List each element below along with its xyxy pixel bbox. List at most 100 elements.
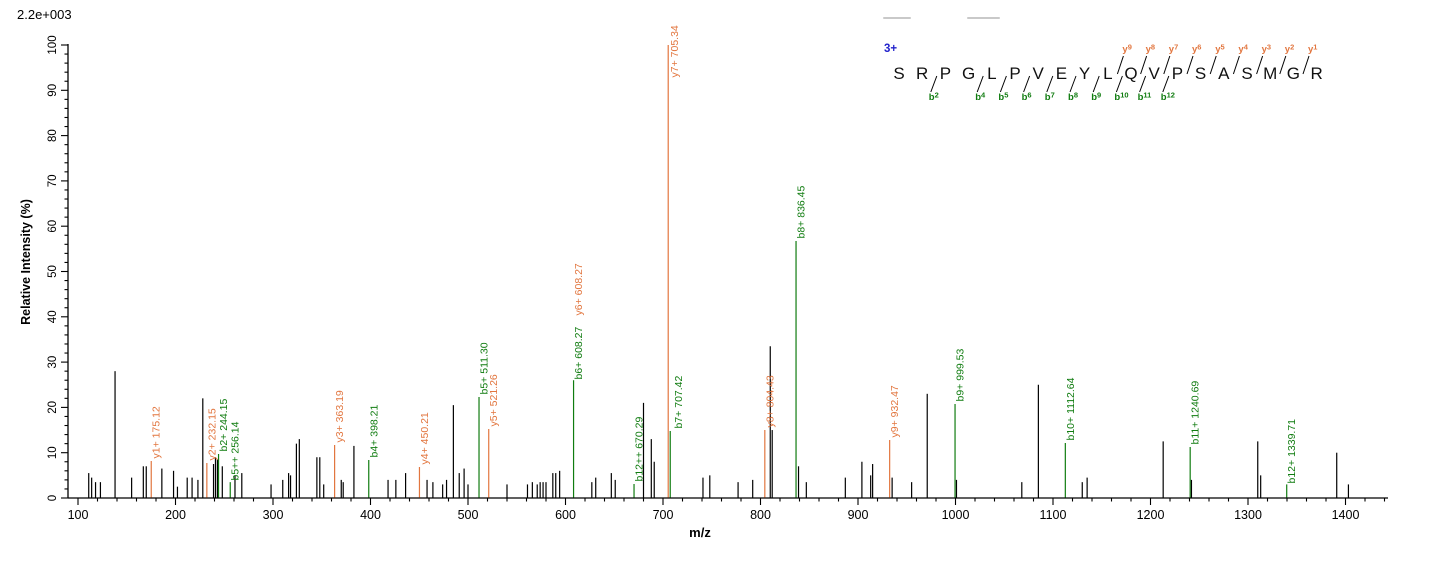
ion-label: y7 <box>1169 43 1178 56</box>
y-ion-cleavage-mark <box>1163 55 1171 75</box>
b-ion-cleavage-mark <box>1115 75 1123 93</box>
x-tick-label: 100 <box>68 508 89 522</box>
x-axis-title: m/z <box>689 525 711 540</box>
x-tick-label: 800 <box>750 508 771 522</box>
y-ion-cleavage-mark <box>1279 55 1287 75</box>
y-ion-cleavage-mark <box>1186 55 1194 75</box>
y-tick-label: 50 <box>47 265 59 278</box>
ion-label: y2 <box>1285 43 1294 56</box>
peak-label: y7+ 705.34 <box>669 25 681 77</box>
x-tick-label: 200 <box>165 508 186 522</box>
x-tick-label: 300 <box>263 508 284 522</box>
y-tick-label: 0 <box>47 495 59 501</box>
ion-label: b11 <box>1138 91 1152 104</box>
y-tick-label: 90 <box>47 84 59 97</box>
y-ion-cleavage-mark <box>1209 55 1217 75</box>
x-tick-label: 1200 <box>1137 508 1165 522</box>
peptide-residue: M <box>1263 64 1277 83</box>
ion-label: b7 <box>1045 91 1055 104</box>
peptide-residue: S <box>1241 64 1252 83</box>
b-ion-cleavage-mark <box>976 75 984 93</box>
peak-label: b6+ 608.27 <box>573 326 585 379</box>
axis-titles: 2.2e+003 m/z Relative Intensity (%) <box>17 7 711 540</box>
b-ion-cleavage-mark <box>930 75 938 93</box>
peptide-residue: V <box>1149 64 1161 83</box>
x-tick-label: 1300 <box>1234 508 1262 522</box>
ion-label: y9 <box>1122 43 1131 56</box>
y-tick-label: 100 <box>47 35 59 54</box>
b-ion-cleavage-mark <box>999 75 1007 93</box>
ion-label: y4 <box>1238 43 1248 56</box>
peptide-residue: P <box>940 64 951 83</box>
x-tick-label: 1100 <box>1040 508 1067 522</box>
peak-label: b2+ 244.15 <box>218 398 230 451</box>
peptide-residue: G <box>1287 64 1300 83</box>
y-ion-cleavage-mark <box>1302 55 1310 75</box>
peak-label: y2+ 232.15 <box>206 408 218 460</box>
ion-label: b6 <box>1022 91 1032 104</box>
ion-label: b12 <box>1161 91 1175 104</box>
peptide-residue: R <box>1310 64 1322 83</box>
x-tick-label: 1000 <box>942 508 970 522</box>
b-ion-cleavage-mark <box>1023 75 1031 93</box>
peak-label: y5+ 521.26 <box>488 374 500 426</box>
screenshot-artifact-dash <box>967 17 1000 19</box>
y-ion-cleavage-mark <box>1140 55 1148 75</box>
y-axis-title: Relative Intensity (%) <box>19 199 33 325</box>
peak-label: b5++ 256.14 <box>230 421 242 480</box>
peptide-residue: G <box>962 64 975 83</box>
intensity-scale-label: 2.2e+003 <box>17 7 72 22</box>
x-tick-label: 500 <box>458 508 479 522</box>
ion-label: y3 <box>1262 43 1271 56</box>
spectrum-peaks <box>88 45 1350 498</box>
ion-label: y5 <box>1215 43 1224 56</box>
x-tick-label: 900 <box>848 508 869 522</box>
peptide-residue: L <box>1103 64 1112 83</box>
peak-label: b7+ 707.42 <box>673 375 685 428</box>
y-tick-label: 70 <box>47 175 59 188</box>
peptide-residue: P <box>1009 64 1020 83</box>
peak-label: y6+ 608.27 <box>573 263 585 315</box>
peak-label: b11+ 1240.69 <box>1190 381 1202 445</box>
y-tick-label: 30 <box>47 356 59 369</box>
peak-label: b4+ 398.21 <box>368 404 380 457</box>
peak-label: b10+ 1112.64 <box>1065 377 1077 440</box>
y-ion-cleavage-mark <box>1232 55 1240 75</box>
ion-label: b9 <box>1091 91 1101 104</box>
x-tick-label: 400 <box>360 508 381 522</box>
peak-label: y3+ 363.19 <box>334 390 346 442</box>
peptide-residue: Y <box>1079 64 1090 83</box>
peptide-residue: A <box>1218 64 1230 83</box>
ion-label: b10 <box>1114 91 1128 104</box>
y-tick-label: 20 <box>47 401 59 414</box>
y-ion-cleavage-mark <box>1256 55 1264 75</box>
peak-labels: y1+ 175.12 y2+ 232.15 b2+ 244.15 b5++ 256.1… <box>151 25 1298 483</box>
peptide-residue: R <box>916 64 928 83</box>
b-ion-cleavage-mark <box>1046 75 1054 93</box>
peak-label: b12+ 1339.71 <box>1286 419 1298 484</box>
peptide-residue: S <box>893 64 904 83</box>
x-tick-label: 1400 <box>1332 508 1360 522</box>
ion-label: y8 <box>1146 43 1155 56</box>
peak-label: b8+ 836.45 <box>796 185 808 238</box>
y-ion-cleavage-mark <box>1116 55 1124 75</box>
y-tick-label: 80 <box>47 129 59 142</box>
peptide-residue: L <box>987 64 996 83</box>
ion-label: b5 <box>998 91 1008 104</box>
peak-label: y4+ 450.21 <box>419 412 431 464</box>
ion-label: b2 <box>929 91 939 104</box>
y-axis-ticks: 0 10 20 30 40 50 60 70 80 90 100 <box>47 35 68 501</box>
y-tick-label: 10 <box>47 446 59 459</box>
ion-label: b4 <box>975 91 986 104</box>
ion-label: y6 <box>1192 43 1201 56</box>
peptide-residue: Q <box>1124 64 1137 83</box>
screenshot-artifact-dash <box>883 17 911 19</box>
ion-label: y1 <box>1308 43 1317 56</box>
x-axis-ticks: 100 200 300 400 500 600 700 800 900 1000 1100 1200 1… <box>68 498 1386 522</box>
y-tick-label: 40 <box>47 310 59 323</box>
peptide-residue: V <box>1033 64 1045 83</box>
peak-label: y8+ 804.43 <box>764 375 776 427</box>
peptide-residue: S <box>1195 64 1206 83</box>
